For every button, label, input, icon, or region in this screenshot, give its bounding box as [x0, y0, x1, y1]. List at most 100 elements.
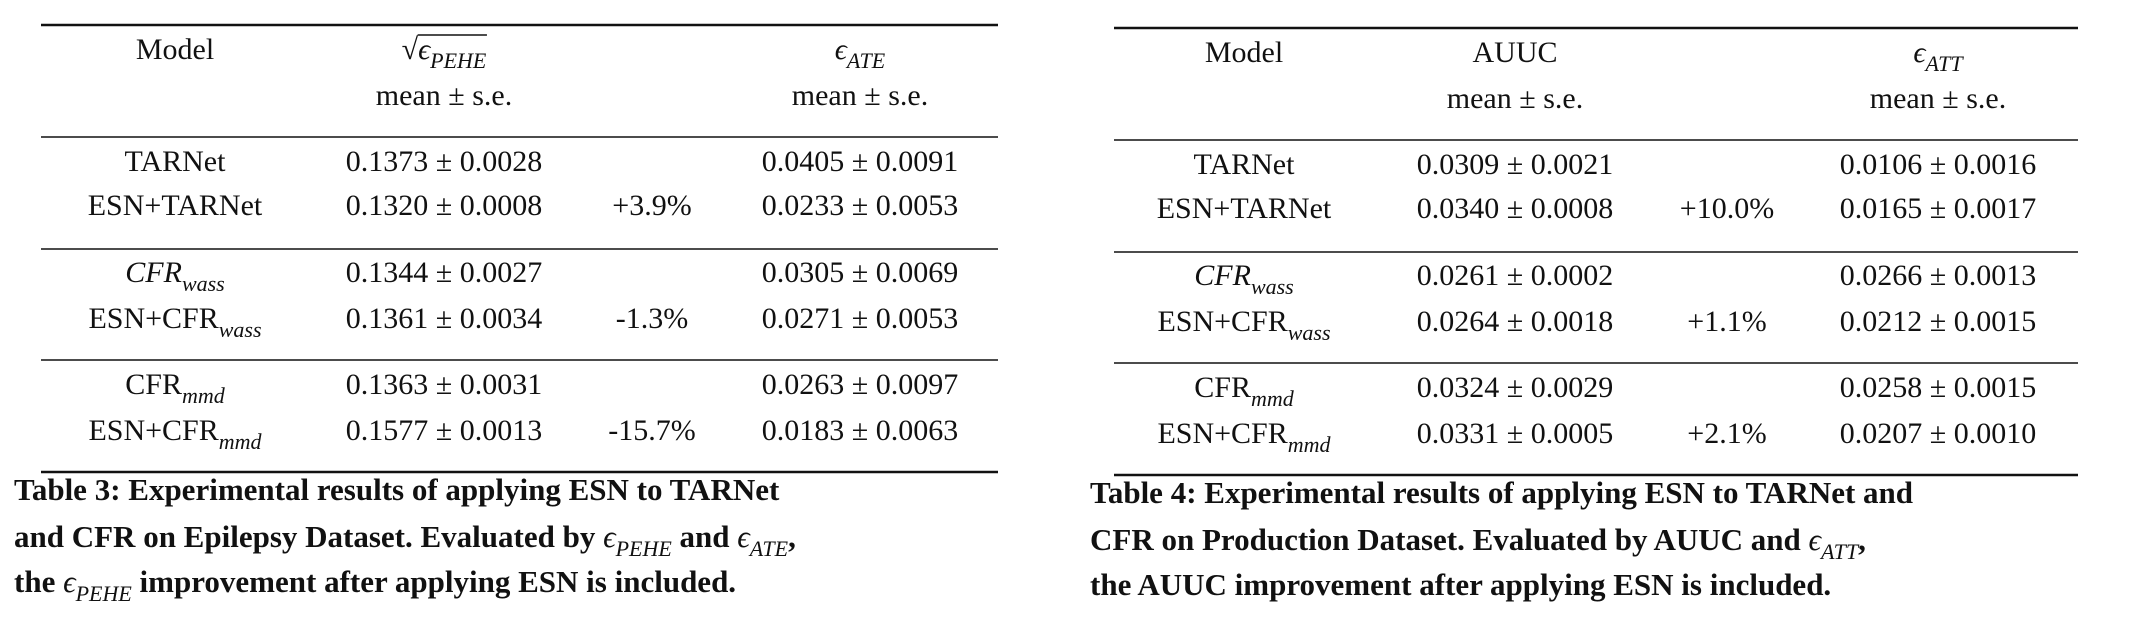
text-run: 0.1344 ± 0.0027: [346, 256, 542, 289]
model-cell: ESN+CFRwass​: [88, 302, 261, 342]
header-cell: Model: [1205, 36, 1283, 69]
metric2-cell: 0.0258 ± 0.0015: [1840, 371, 2036, 404]
text-run: 0.1320 ± 0.0008: [346, 189, 542, 222]
subscript: PEHE: [615, 536, 673, 561]
text-run: 0.1373 ± 0.0028: [346, 145, 542, 178]
subscript: wass: [1251, 274, 1294, 299]
model-cell: CFRmmd​: [1194, 371, 1294, 411]
math-base: ϵ: [418, 33, 432, 66]
model-cell: TARNet: [125, 145, 227, 178]
text-run: 0.1361 ± 0.0034: [346, 302, 542, 335]
text-run: -1.3%: [616, 302, 688, 335]
text-run: AUUC: [1472, 36, 1557, 69]
subscript: ATE: [748, 536, 789, 561]
metric1-cell: 0.0264 ± 0.0018: [1417, 305, 1613, 338]
subscript: mmd: [1251, 386, 1295, 411]
metric1-cell: 0.1363 ± 0.0031: [346, 368, 542, 401]
text-run: -15.7%: [608, 414, 695, 447]
text-run: 0.0405 ± 0.0091: [762, 145, 958, 178]
metric2-cell: 0.0233 ± 0.0053: [762, 189, 958, 222]
text-run: mean ± s.e.: [792, 79, 928, 112]
math-base: CFR: [125, 256, 182, 289]
metric1-cell: 0.1577 ± 0.0013: [346, 414, 542, 447]
math-base: ϵ: [603, 519, 617, 554]
math-base: ϵ: [63, 564, 77, 599]
caption-line: Table 3: Experimental results of applyin…: [14, 472, 780, 507]
text-run: 0.0340 ± 0.0008: [1417, 192, 1613, 225]
metric1-cell: 0.1373 ± 0.0028: [346, 145, 542, 178]
metric2-cell: 0.0207 ± 0.0010: [1840, 417, 2036, 450]
metric1-cell: 0.0324 ± 0.0029: [1417, 371, 1613, 404]
subscript: PEHE: [429, 48, 487, 73]
model-cell: CFRwass​: [125, 256, 224, 296]
text-run: and: [672, 519, 737, 554]
model-cell: ESN+CFRmmd​: [1157, 417, 1331, 457]
caption-line: the ϵPEHE​ improvement after applying ES…: [14, 564, 736, 606]
text-run: 0.0106 ± 0.0016: [1840, 148, 2036, 181]
subscript: wass: [1288, 320, 1331, 345]
metric1-cell: 0.0331 ± 0.0005: [1417, 417, 1613, 450]
header-cell: mean ± s.e.: [1870, 82, 2006, 115]
metric1-cell: 0.1344 ± 0.0027: [346, 256, 542, 289]
math-base: ϵ: [835, 33, 849, 66]
improvement-cell: +1.1%: [1687, 305, 1766, 338]
text-run: TARNet: [1194, 148, 1296, 181]
math-base: CFR: [1194, 259, 1251, 292]
improvement-cell: -15.7%: [608, 414, 695, 447]
text-run: +1.1%: [1687, 305, 1766, 338]
text-run: 0.0305 ± 0.0069: [762, 256, 958, 289]
metric1-cell: 0.0309 ± 0.0021: [1417, 148, 1613, 181]
metric2-cell: 0.0212 ± 0.0015: [1840, 305, 2036, 338]
math-base: ϵ: [1913, 36, 1927, 69]
text-run: the AUUC improvement after applying ESN …: [1090, 567, 1831, 602]
metric2-cell: 0.0183 ± 0.0063: [762, 414, 958, 447]
text-run: 0.0207 ± 0.0010: [1840, 417, 2036, 450]
text-run: 0.0263 ± 0.0097: [762, 368, 958, 401]
subscript: ATE: [845, 48, 886, 73]
metric2-cell: 0.0263 ± 0.0097: [762, 368, 958, 401]
improvement-cell: +10.0%: [1680, 192, 1774, 225]
text-run: mean ± s.e.: [1447, 82, 1583, 115]
improvement-cell: +2.1%: [1687, 417, 1766, 450]
header-cell: mean ± s.e.: [376, 79, 512, 112]
subscript: ATT: [1819, 539, 1860, 564]
text-run: +10.0%: [1680, 192, 1774, 225]
caption-line: CFR on Production Dataset. Evaluated by …: [1090, 522, 1866, 564]
text-run: 0.0258 ± 0.0015: [1840, 371, 2036, 404]
text-run: improvement after applying ESN is includ…: [132, 564, 736, 599]
caption-line: and CFR on Epilepsy Dataset. Evaluated b…: [14, 519, 796, 561]
radical: √: [402, 33, 419, 66]
metric1-cell: 0.0261 ± 0.0002: [1417, 259, 1613, 292]
text-run: ESN+TARNet: [1157, 192, 1332, 225]
math-base: ESN+CFR: [1157, 417, 1287, 450]
text-run: 0.0331 ± 0.0005: [1417, 417, 1613, 450]
text-run: the: [14, 564, 63, 599]
model-cell: TARNet: [1194, 148, 1296, 181]
subscript: PEHE: [75, 581, 133, 606]
text-run: mean ± s.e.: [1870, 82, 2006, 115]
metric2-cell: 0.0305 ± 0.0069: [762, 256, 958, 289]
text-run: 0.0309 ± 0.0021: [1417, 148, 1613, 181]
header-cell: Model: [136, 33, 214, 66]
metric1-cell: 0.1320 ± 0.0008: [346, 189, 542, 222]
subscript: wass: [182, 271, 225, 296]
math-base: ESN+CFR: [88, 302, 218, 335]
math-base: ESN+CFR: [1157, 305, 1287, 338]
model-cell: ESN+CFRwass​: [1157, 305, 1330, 345]
text-run: TARNet: [125, 145, 227, 178]
metric2-cell: 0.0266 ± 0.0013: [1840, 259, 2036, 292]
text-run: Table 4: Experimental results of applyin…: [1090, 475, 1913, 510]
model-cell: ESN+TARNet: [88, 189, 263, 222]
model-cell: CFRmmd​: [125, 368, 225, 408]
text-run: 0.0324 ± 0.0029: [1417, 371, 1613, 404]
text-run: +3.9%: [612, 189, 691, 222]
metric1-cell: 0.0340 ± 0.0008: [1417, 192, 1613, 225]
text-run: Model: [1205, 36, 1283, 69]
subscript: mmd: [219, 429, 263, 454]
improvement-cell: -1.3%: [616, 302, 688, 335]
improvement-cell: +3.9%: [612, 189, 691, 222]
math-base: ϵ: [1809, 522, 1823, 557]
text-run: and CFR on Epilepsy Dataset. Evaluated b…: [14, 519, 603, 554]
text-run: 0.1363 ± 0.0031: [346, 368, 542, 401]
